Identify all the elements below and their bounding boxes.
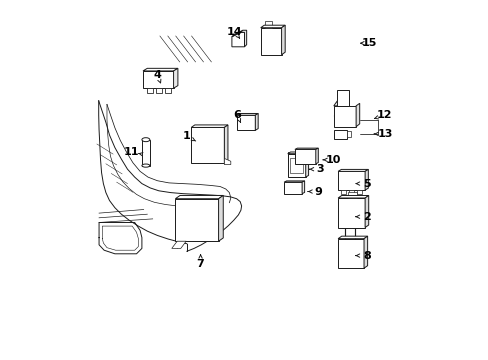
- Text: 6: 6: [233, 110, 241, 120]
- Bar: [337, 90, 348, 106]
- Polygon shape: [175, 195, 223, 199]
- Polygon shape: [337, 170, 367, 171]
- Bar: [236, 115, 255, 130]
- Text: 2: 2: [362, 212, 370, 222]
- Bar: [333, 130, 347, 139]
- Bar: [175, 199, 218, 241]
- Polygon shape: [191, 125, 227, 127]
- Bar: [294, 149, 315, 164]
- Polygon shape: [302, 181, 304, 194]
- Bar: [264, 21, 272, 28]
- Text: 3: 3: [316, 164, 323, 174]
- Polygon shape: [224, 158, 230, 165]
- Bar: [146, 88, 153, 93]
- Text: 13: 13: [376, 129, 392, 139]
- Bar: [284, 182, 302, 194]
- Bar: [164, 88, 171, 93]
- Polygon shape: [260, 25, 285, 28]
- Polygon shape: [231, 32, 244, 47]
- Polygon shape: [363, 236, 367, 268]
- Bar: [155, 88, 162, 93]
- Bar: [337, 239, 363, 268]
- Text: 15: 15: [361, 38, 377, 48]
- Bar: [142, 140, 149, 166]
- Bar: [356, 190, 362, 194]
- Bar: [142, 71, 173, 88]
- Bar: [337, 198, 365, 228]
- Polygon shape: [337, 195, 368, 198]
- Bar: [347, 192, 356, 198]
- Polygon shape: [281, 25, 285, 55]
- Bar: [260, 28, 281, 55]
- Polygon shape: [287, 152, 308, 154]
- Text: 7: 7: [196, 258, 204, 269]
- Polygon shape: [173, 68, 178, 88]
- Bar: [337, 171, 365, 190]
- Ellipse shape: [142, 164, 149, 167]
- Bar: [287, 154, 305, 177]
- Polygon shape: [284, 181, 304, 182]
- Polygon shape: [142, 68, 178, 71]
- Bar: [333, 106, 355, 127]
- Polygon shape: [255, 113, 258, 130]
- Polygon shape: [365, 195, 368, 228]
- Polygon shape: [365, 170, 367, 190]
- Polygon shape: [236, 113, 258, 115]
- Polygon shape: [224, 125, 227, 163]
- Bar: [340, 190, 346, 194]
- Polygon shape: [171, 241, 186, 248]
- Text: 1: 1: [182, 131, 190, 141]
- Polygon shape: [355, 103, 359, 127]
- Polygon shape: [240, 30, 246, 47]
- Text: 5: 5: [363, 179, 370, 189]
- Text: 11: 11: [123, 147, 139, 157]
- Polygon shape: [305, 152, 308, 177]
- Polygon shape: [231, 30, 243, 37]
- Bar: [347, 131, 350, 137]
- Text: 12: 12: [376, 110, 392, 120]
- Polygon shape: [218, 195, 223, 241]
- Polygon shape: [337, 236, 367, 239]
- Bar: [348, 190, 354, 194]
- Polygon shape: [315, 148, 318, 164]
- Text: 14: 14: [226, 27, 242, 37]
- Polygon shape: [333, 101, 337, 106]
- Text: 8: 8: [362, 251, 370, 261]
- Bar: [289, 158, 303, 173]
- Ellipse shape: [142, 138, 149, 141]
- Polygon shape: [294, 148, 318, 149]
- Text: 9: 9: [314, 186, 322, 197]
- Bar: [191, 127, 224, 163]
- Text: 10: 10: [325, 155, 341, 165]
- Text: 4: 4: [153, 70, 161, 80]
